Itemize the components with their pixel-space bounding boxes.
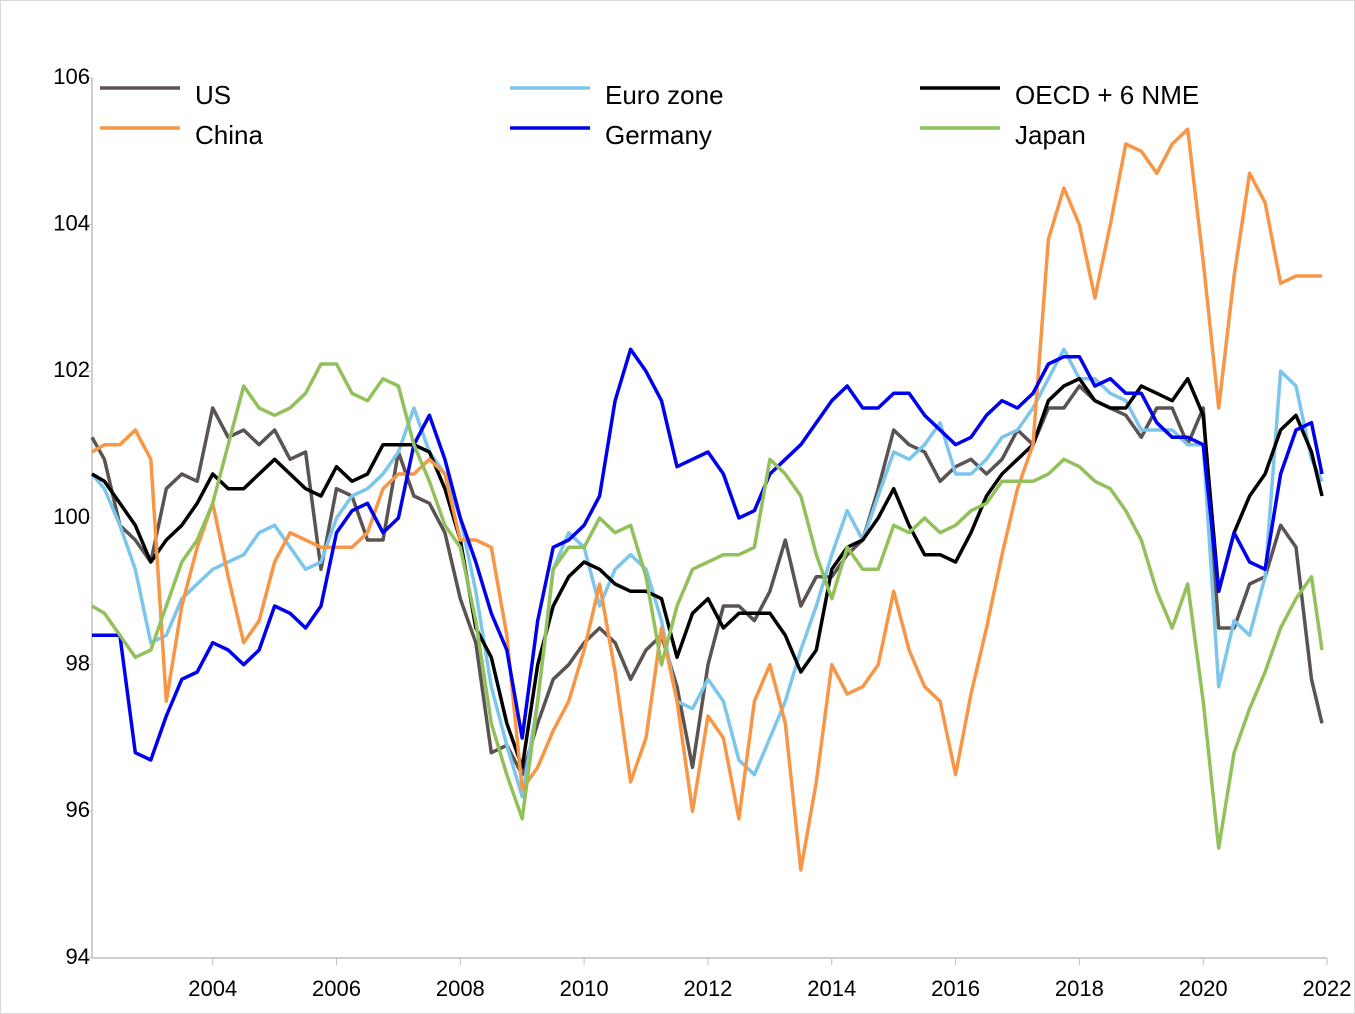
y-tick-label: 102	[53, 357, 90, 382]
y-tick-label: 106	[53, 64, 90, 89]
x-tick-label: 2004	[188, 976, 237, 1001]
series-line	[92, 347, 1324, 762]
legend-label: Japan	[1015, 120, 1086, 150]
legend-label: OECD + 6 NME	[1015, 80, 1199, 110]
x-tick-label: 2022	[1303, 976, 1352, 1001]
x-tick-label: 2012	[683, 976, 732, 1001]
legend-label: Germany	[605, 120, 712, 150]
x-tick-label: 2006	[312, 976, 361, 1001]
series-line	[91, 362, 1324, 850]
series-line	[91, 376, 1324, 770]
y-tick-label: 96	[66, 797, 90, 822]
series-line	[91, 127, 1322, 872]
y-tick-label: 94	[66, 944, 90, 969]
legend-label: Euro zone	[605, 80, 724, 110]
x-tick-label: 2010	[560, 976, 609, 1001]
x-tick-label: 2016	[931, 976, 980, 1001]
y-tick-label: 98	[66, 650, 90, 675]
y-tick-label: 100	[53, 504, 90, 529]
x-tick-label: 2014	[807, 976, 856, 1001]
legend-label: China	[195, 120, 263, 150]
y-tick-label: 104	[53, 210, 90, 235]
series-line	[90, 347, 1324, 799]
x-tick-label: 2008	[436, 976, 485, 1001]
series-line	[90, 384, 1324, 777]
x-tick-label: 2018	[1055, 976, 1104, 1001]
legend-label: US	[195, 80, 231, 110]
x-tick-label: 2020	[1179, 976, 1228, 1001]
